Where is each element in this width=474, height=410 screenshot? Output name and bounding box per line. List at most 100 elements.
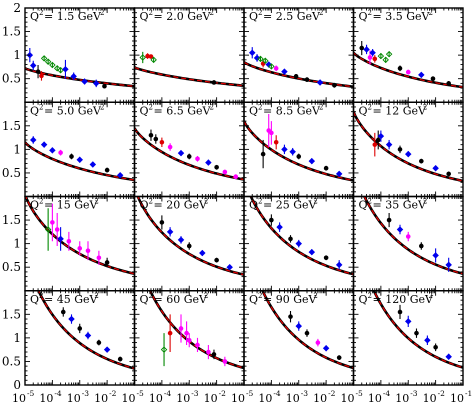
q2-exponent: 2 [258, 292, 262, 300]
y-tick-label: 0.5 [2, 354, 21, 368]
data-point [375, 137, 381, 143]
panel-plot-area [353, 111, 463, 183]
y-tick-label: 1.5 [2, 25, 21, 39]
x-tick-label: 10 -2 [423, 389, 446, 405]
data-point [249, 49, 256, 57]
q2-value: = 35 GeV [373, 199, 428, 212]
q2-value: = 1.5 GeV [44, 10, 102, 23]
alt-fit-curve [37, 290, 135, 370]
data-point [222, 169, 228, 175]
x-tick-label: 10 -5 [341, 389, 364, 405]
q2-exponent: 2 [368, 9, 372, 17]
unit-exponent: 2 [210, 9, 214, 17]
y-tick-label: 1 [13, 142, 21, 156]
data-point [148, 54, 154, 59]
q2-label: Q [140, 10, 149, 23]
data-point [316, 79, 324, 86]
data-point [289, 148, 296, 155]
data-point [359, 45, 365, 51]
svg-text:-4: -4 [164, 389, 172, 398]
data-point [92, 80, 100, 87]
alt-fit-curve [149, 290, 244, 369]
q2-exponent: 2 [39, 9, 43, 17]
unit-exponent: 2 [319, 103, 323, 111]
data-point [76, 156, 83, 163]
unit-exponent: 2 [204, 198, 208, 206]
q2-value: = 6.5 GeV [154, 104, 212, 117]
data-point [295, 240, 302, 247]
data-point [295, 322, 302, 330]
data-point [377, 132, 385, 140]
data-point [372, 142, 378, 147]
data-point [367, 55, 373, 60]
svg-text:10: 10 [368, 392, 382, 405]
unit-exponent: 2 [100, 9, 104, 17]
q2-exponent: 2 [258, 198, 262, 206]
svg-text:-3: -3 [301, 389, 309, 398]
data-point [315, 340, 321, 345]
data-point [260, 151, 266, 157]
data-point [49, 61, 56, 69]
svg-text:-4: -4 [273, 389, 281, 398]
svg-text:10: 10 [149, 392, 163, 405]
svg-text:10: 10 [423, 392, 437, 405]
q2-exponent: 2 [258, 103, 262, 111]
data-point [166, 228, 174, 236]
svg-text:10: 10 [395, 392, 409, 405]
panel-plot-area [25, 196, 135, 276]
alt-fit-curve [353, 52, 463, 88]
panel-plot-area [25, 136, 135, 182]
data-point [397, 309, 403, 315]
data-point [57, 235, 64, 243]
x-tick-label: 10 -4 [39, 389, 62, 405]
data-point [304, 330, 310, 336]
svg-text:-3: -3 [410, 389, 418, 398]
svg-text:-1: -1 [465, 389, 472, 398]
data-point [53, 65, 61, 72]
alt-fit-curve [134, 127, 244, 181]
panel-plot-area [136, 196, 244, 276]
unit-exponent: 2 [319, 9, 323, 17]
fit-curve [244, 61, 354, 88]
data-point [195, 342, 200, 348]
y-tick-label: 0.5 [2, 260, 21, 274]
y-tick-label: 2 [13, 1, 21, 15]
y-tick-label: 1.5 [2, 213, 21, 227]
data-point [195, 156, 200, 162]
data-point [405, 69, 411, 75]
alt-fit-curve [134, 66, 244, 87]
data-point [273, 140, 279, 145]
y-tick-label: 0.5 [2, 72, 21, 86]
unit-exponent: 2 [423, 198, 427, 206]
q2-exponent: 2 [368, 292, 372, 300]
unit-exponent: 2 [313, 198, 317, 206]
q2-label: Q [359, 104, 368, 117]
data-point [211, 352, 217, 357]
q2-exponent: 2 [368, 103, 372, 111]
data-point [419, 243, 424, 249]
data-point [160, 346, 168, 353]
y-tick-label: 0 [13, 378, 21, 392]
data-point [288, 236, 293, 242]
panel-plot-area [37, 290, 135, 370]
data-point [432, 252, 439, 259]
fit-curve [353, 111, 463, 183]
unit-exponent: 2 [313, 292, 317, 300]
x-tick-label: 10 -1 [450, 389, 472, 405]
alt-fit-curve [250, 196, 354, 275]
x-tick-label: 10 -5 [122, 389, 145, 405]
data-point [445, 261, 452, 269]
data-point [405, 318, 412, 325]
data-point [281, 68, 288, 75]
alt-fit-curve [353, 111, 463, 182]
data-point [405, 150, 412, 158]
alt-fit-curve [25, 67, 135, 87]
data-point [96, 340, 102, 345]
data-point [226, 263, 233, 271]
data-point [233, 174, 239, 180]
data-point [269, 130, 274, 136]
panel-plot-area [25, 48, 135, 89]
